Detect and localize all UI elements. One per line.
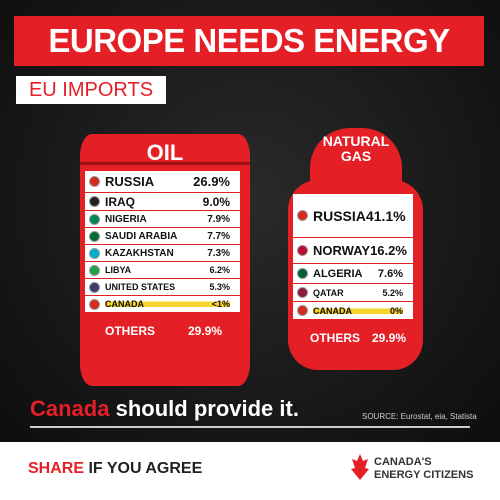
share: 16.2% bbox=[370, 243, 407, 258]
logo-icon bbox=[351, 454, 369, 480]
flag bbox=[297, 305, 308, 316]
share: 41.1% bbox=[365, 207, 406, 224]
table-row: RUSSIA 41.1% bbox=[293, 194, 413, 238]
table-row: ALGERIA 7.6% bbox=[293, 264, 413, 284]
gas-tank-top bbox=[310, 128, 402, 188]
oil-title: OIL bbox=[146, 140, 184, 165]
oil-others-share: 29.9% bbox=[188, 324, 223, 338]
share: 7.9% bbox=[207, 213, 230, 225]
cta-share: SHARE bbox=[28, 460, 85, 477]
footer-cta: SHARE IF YOU AGREE bbox=[28, 460, 202, 478]
flag bbox=[89, 176, 100, 187]
share: 6.2% bbox=[209, 265, 230, 275]
table-row: NIGERIA 7.9% bbox=[85, 211, 240, 228]
share: 7.6% bbox=[377, 267, 403, 280]
tagline-highlight: Canada bbox=[30, 396, 110, 421]
barrel-rim bbox=[80, 162, 250, 165]
logo-text: CANADA'S ENERGY CITIZENS bbox=[374, 456, 473, 482]
gas-others-label: OTHERS bbox=[310, 331, 361, 345]
logo-leaf bbox=[351, 454, 369, 480]
country: KAZAKHSTAN bbox=[105, 247, 174, 259]
flag bbox=[89, 196, 100, 207]
country: IRAQ bbox=[105, 194, 135, 209]
oil-others-label: OTHERS bbox=[105, 324, 156, 338]
country: CANADA bbox=[105, 299, 212, 309]
country: QATAR bbox=[313, 287, 344, 298]
background bbox=[0, 0, 500, 442]
country: RUSSIA bbox=[313, 207, 366, 224]
table-row: QATAR 5.2% bbox=[293, 284, 413, 302]
share: <1% bbox=[211, 299, 230, 309]
flag bbox=[89, 247, 100, 259]
cta-rest: IF YOU AGREE bbox=[88, 460, 203, 477]
flag bbox=[89, 213, 100, 225]
subtitle: EU IMPORTS bbox=[16, 76, 166, 104]
country: ALGERIA bbox=[313, 267, 363, 280]
oil-table: RUSSIA 26.9% IRAQ 9.0% NIGERIA 7.9% SAUDI ARAB… bbox=[85, 171, 240, 313]
flag bbox=[297, 210, 308, 221]
table-row: UNITED STATES 5.3% bbox=[85, 279, 240, 296]
source: SOURCE: Eurostat, eia, Statista bbox=[362, 412, 477, 421]
table-row: RUSSIA 26.9% bbox=[85, 171, 240, 193]
table-row: IRAQ 9.0% bbox=[85, 193, 240, 211]
country: RUSSIA bbox=[105, 174, 155, 189]
flag bbox=[297, 245, 308, 256]
table-row: NORWAY 16.2% bbox=[293, 238, 413, 264]
share: 5.3% bbox=[209, 282, 230, 292]
share: 26.9% bbox=[193, 174, 230, 189]
table-row: KAZAKHSTAN 7.3% bbox=[85, 245, 240, 262]
country: CANADA bbox=[313, 305, 390, 316]
table-row: CANADA <1% bbox=[85, 296, 240, 313]
logo-line2: ENERGY CITIZENS bbox=[374, 469, 474, 481]
divider bbox=[30, 426, 470, 428]
flag bbox=[89, 230, 100, 242]
flag bbox=[297, 287, 308, 298]
share: 9.0% bbox=[202, 194, 230, 209]
table-row: SAUDI ARABIA 7.7% bbox=[85, 228, 240, 245]
share: 0% bbox=[389, 305, 403, 316]
share: 5.2% bbox=[382, 287, 403, 298]
gas-others-share: 29.9% bbox=[372, 331, 407, 345]
country: NIGERIA bbox=[105, 213, 147, 225]
tagline-rest: should provide it. bbox=[115, 396, 299, 421]
country: SAUDI ARABIA bbox=[105, 230, 178, 242]
flag bbox=[89, 264, 100, 276]
country: UNITED STATES bbox=[105, 282, 176, 292]
share: 7.3% bbox=[207, 247, 230, 259]
title: EUROPE NEEDS ENERGY bbox=[14, 16, 484, 66]
flag bbox=[89, 281, 100, 293]
country: LIBYA bbox=[105, 265, 132, 275]
share: 7.7% bbox=[207, 230, 230, 242]
logo-line1: CANADA'S bbox=[374, 456, 432, 468]
table-row: LIBYA 6.2% bbox=[85, 262, 240, 279]
table-row: CANADA 0% bbox=[293, 302, 413, 320]
gas-title: NATURAL GAS bbox=[322, 133, 390, 164]
tagline: Canada should provide it. bbox=[30, 396, 299, 422]
flag bbox=[297, 268, 308, 279]
gas-table: RUSSIA 41.1% NORWAY 16.2% ALGERIA 7.6% QATAR 5.… bbox=[293, 194, 413, 320]
country: NORWAY bbox=[313, 243, 371, 258]
flag bbox=[89, 298, 100, 310]
